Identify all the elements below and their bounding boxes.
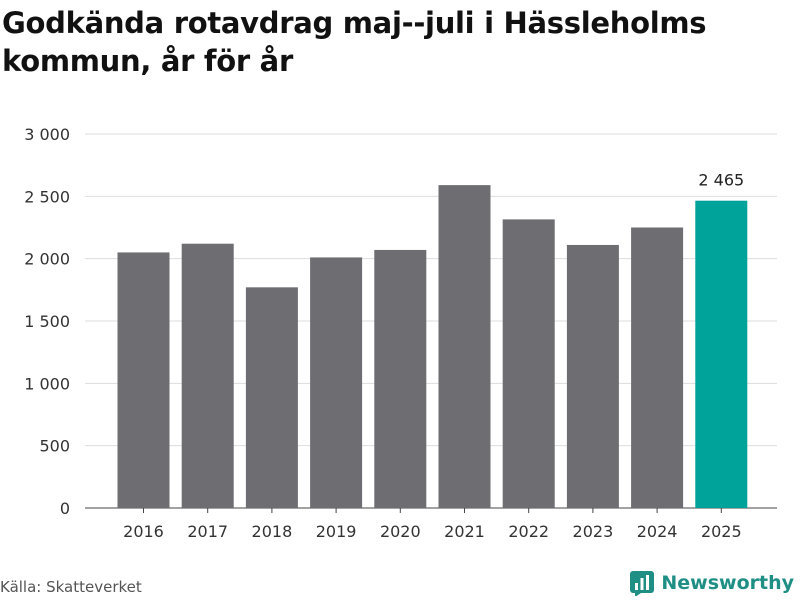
x-tick-label: 2025 xyxy=(701,522,742,541)
bar-2019 xyxy=(310,257,363,508)
bar-2020 xyxy=(374,249,427,508)
y-tick-label: 0 xyxy=(60,499,70,518)
brand-name: Newsworthy xyxy=(661,572,794,594)
brand-logo: Newsworthy xyxy=(629,570,794,596)
bar-chart-icon xyxy=(630,571,655,596)
y-tick-label: 2 000 xyxy=(24,250,70,269)
data-label: 2 465 xyxy=(698,171,744,190)
y-tick-label: 500 xyxy=(39,437,70,456)
x-tick-label: 2021 xyxy=(444,522,485,541)
source-note: Källa: Skatteverket xyxy=(0,578,142,596)
x-tick-label: 2020 xyxy=(380,522,421,541)
data-labels: 2 465 xyxy=(698,171,744,190)
y-tick-label: 2 500 xyxy=(24,187,70,206)
y-tick-label: 1 000 xyxy=(24,374,70,393)
bar-2025 xyxy=(695,200,748,509)
bar-2018 xyxy=(245,287,298,508)
x-axis-ticks: 2016 2017 2018 2019 2020 2021 2022 2023 2024 2025 xyxy=(123,508,742,541)
x-tick-label: 2022 xyxy=(508,522,549,541)
bar-2022 xyxy=(502,219,555,508)
bar-2021 xyxy=(438,185,491,508)
bar-2016 xyxy=(117,252,170,508)
y-tick-label: 1 500 xyxy=(24,312,70,331)
x-tick-label: 2018 xyxy=(252,522,293,541)
bar-2024 xyxy=(631,227,684,508)
x-tick-label: 2019 xyxy=(316,522,357,541)
x-tick-label: 2017 xyxy=(187,522,228,541)
y-tick-label: 3 000 xyxy=(24,125,70,144)
chart-title: Godkända rotavdrag maj--juli i Hässlehol… xyxy=(2,6,707,78)
x-tick-label: 2023 xyxy=(573,522,614,541)
x-tick-label: 2024 xyxy=(637,522,678,541)
bars xyxy=(117,185,748,509)
bar-2017 xyxy=(181,243,234,508)
bar-2023 xyxy=(566,244,619,508)
y-axis-ticks: 0 500 1 000 1 500 2 000 2 500 3 000 xyxy=(24,125,70,518)
x-tick-label: 2016 xyxy=(123,522,164,541)
